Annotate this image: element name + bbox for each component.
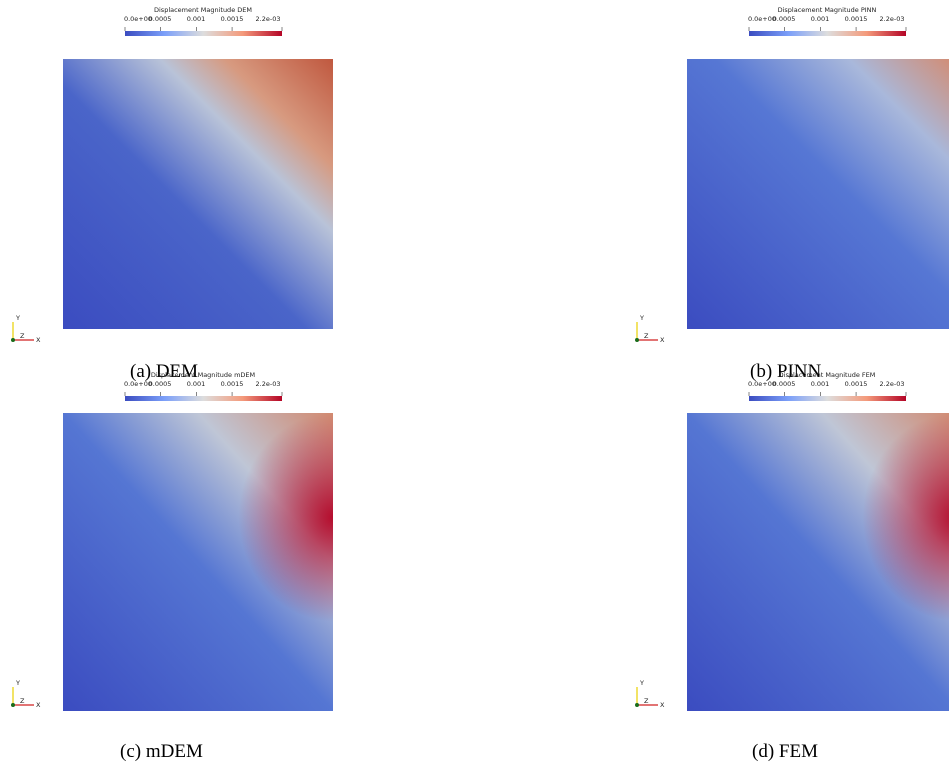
colorbar <box>125 396 282 401</box>
colorbar-tick-label: 0.0e+00 <box>748 15 776 23</box>
colorbar-tick-label: 0.0e+00 <box>748 380 776 388</box>
axis-label: X <box>36 336 41 344</box>
panel: Displacement Magnitude PINN0.0e+000.0005… <box>635 6 949 344</box>
axis-z <box>11 338 15 342</box>
caption: (a) DEM <box>130 361 198 382</box>
colorbar-tick-label: 2.2e-03 <box>256 15 281 23</box>
panel: Displacement Magnitude mDEM0.0e+000.0005… <box>11 371 333 711</box>
colorbar-tick-label: 0.0e+00 <box>124 380 152 388</box>
axis-z <box>635 338 639 342</box>
colorbar-tick-label: 0.0015 <box>221 380 244 388</box>
colorbar <box>125 31 282 36</box>
colorbar-tick-label: 0.0e+00 <box>124 15 152 23</box>
axis-z <box>635 703 639 707</box>
colorbar-tick-label: 0.001 <box>187 380 206 388</box>
field-plot <box>687 59 949 329</box>
axis-label: Z <box>20 697 25 705</box>
colorbar-tick-label: 0.0005 <box>149 15 172 23</box>
axis-label: Y <box>639 314 644 322</box>
colorbar-tick-label: 2.2e-03 <box>880 15 905 23</box>
colorbar-tick-label: 2.2e-03 <box>256 380 281 388</box>
colorbar-tick-label: 0.001 <box>187 15 206 23</box>
colorbar-title: Displacement Magnitude mDEM <box>151 371 255 379</box>
axis-label: X <box>36 701 41 709</box>
colorbar-tick-label: 0.0015 <box>221 15 244 23</box>
colorbar-title: Displacement Magnitude PINN <box>778 6 877 14</box>
axis-label: X <box>660 336 665 344</box>
colorbar <box>749 396 906 401</box>
colorbar-tick-label: 0.0005 <box>773 380 796 388</box>
colorbar-tick-label: 0.001 <box>811 380 830 388</box>
colorbar-tick-label: 0.001 <box>811 15 830 23</box>
colorbar <box>749 31 906 36</box>
colorbar-title: Displacement Magnitude FEM <box>779 371 876 379</box>
field-plot <box>63 59 333 329</box>
caption: (c) mDEM <box>120 741 203 762</box>
axis-label: Z <box>20 332 25 340</box>
axis-label: Y <box>639 679 644 687</box>
field-hotspot <box>63 413 333 711</box>
axis-label: Z <box>644 697 649 705</box>
axis-label: Z <box>644 332 649 340</box>
axis-label: X <box>660 701 665 709</box>
axis-label: Y <box>15 314 20 322</box>
colorbar-tick-label: 2.2e-03 <box>880 380 905 388</box>
axis-z <box>11 703 15 707</box>
colorbar-tick-label: 0.0005 <box>149 380 172 388</box>
field-hotspot <box>687 413 949 711</box>
colorbar-tick-label: 0.0015 <box>845 15 868 23</box>
axis-label: Y <box>15 679 20 687</box>
caption: (d) FEM <box>752 741 818 762</box>
colorbar-tick-label: 0.0005 <box>773 15 796 23</box>
colorbar-title: Displacement Magnitude DEM <box>154 6 252 14</box>
colorbar-tick-label: 0.0015 <box>845 380 868 388</box>
caption: (b) PINN <box>750 361 822 382</box>
